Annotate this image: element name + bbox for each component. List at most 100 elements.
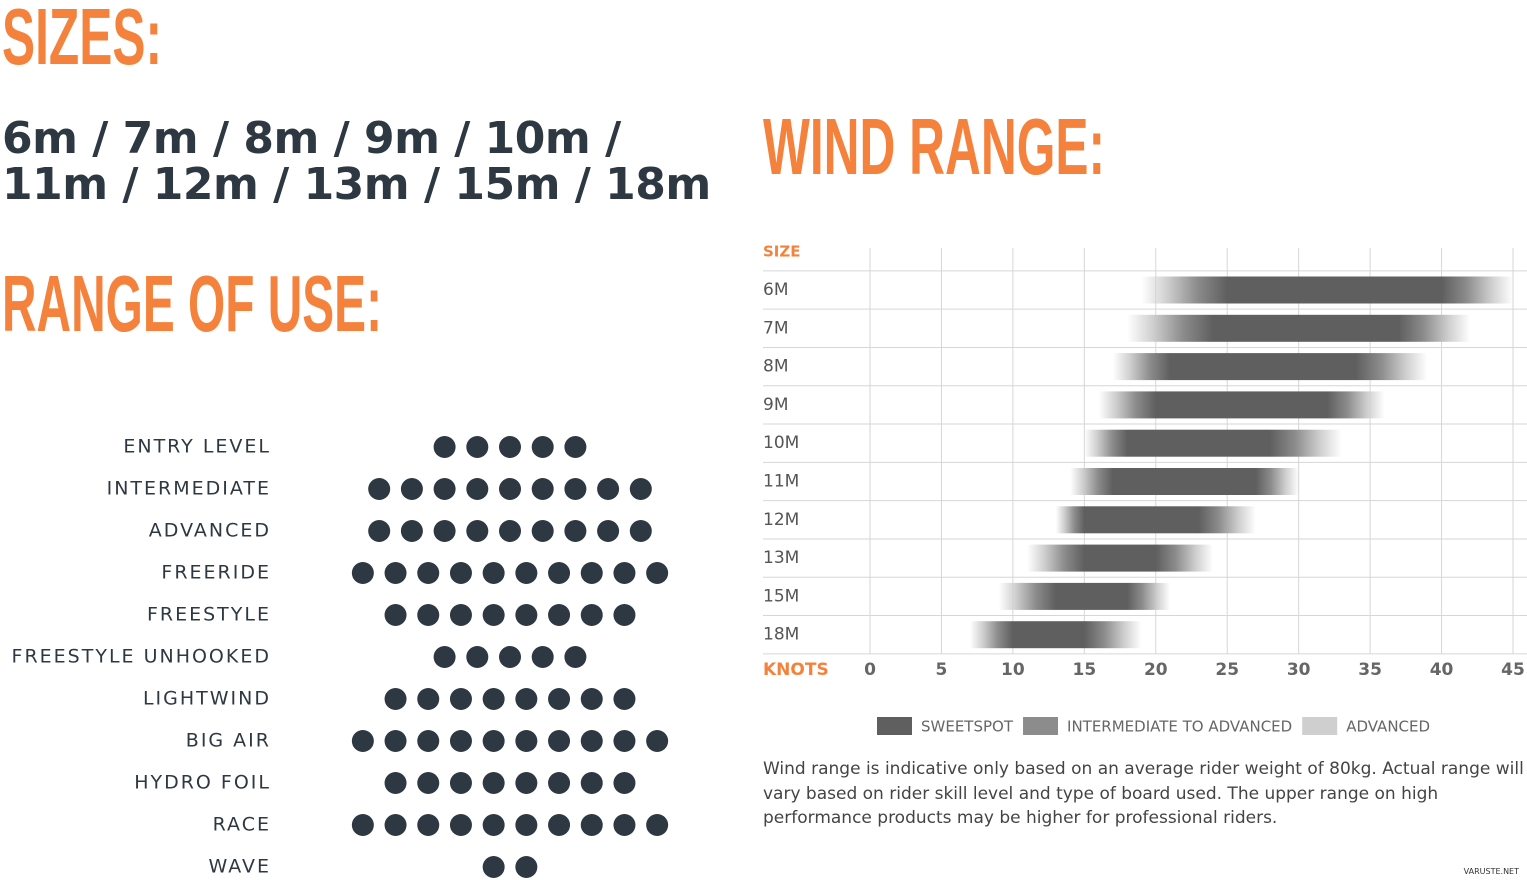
legend-swatch: [1023, 717, 1059, 735]
dot: [466, 646, 489, 668]
dot: [368, 520, 391, 542]
dot: [515, 814, 538, 836]
dot: [449, 772, 472, 794]
dot: [482, 730, 505, 752]
x-tick-label: 20: [1144, 660, 1168, 680]
dot-row: [368, 520, 652, 542]
y-tick-label: 13M: [763, 548, 799, 568]
range-heading: RANGE OF USE:: [2, 259, 382, 348]
dot: [580, 688, 603, 710]
y-tick-label: 7M: [763, 318, 788, 338]
range-bar: [1084, 429, 1342, 457]
dot: [449, 688, 472, 710]
dot: [449, 562, 472, 584]
dot: [548, 730, 571, 752]
dot: [531, 478, 554, 500]
dot: [384, 604, 407, 626]
dot: [351, 730, 374, 752]
y-tick-label: 12M: [763, 510, 799, 530]
use-label: INTERMEDIATE: [107, 478, 271, 500]
dot: [548, 772, 571, 794]
y-axis-label: SIZE: [763, 243, 801, 261]
use-label: FREESTYLE: [147, 604, 271, 626]
dot: [482, 814, 505, 836]
dot: [613, 814, 636, 836]
dot: [548, 604, 571, 626]
x-tick-label: 25: [1215, 660, 1239, 680]
dot: [580, 730, 603, 752]
wind-heading: WIND RANGE:: [763, 102, 1105, 191]
legend-label: ADVANCED: [1346, 718, 1430, 736]
dot: [384, 562, 407, 584]
x-tick-label: 40: [1430, 660, 1454, 680]
sweetspot-bar: [1227, 277, 1441, 304]
dot: [384, 688, 407, 710]
dot: [384, 730, 407, 752]
dot: [531, 436, 554, 458]
range-bar: [1112, 353, 1428, 381]
dot: [482, 562, 505, 584]
sweetspot-bar: [1170, 353, 1356, 380]
dot: [400, 520, 423, 542]
dot: [564, 478, 587, 500]
range-bar: [1141, 276, 1513, 304]
dot: [564, 646, 587, 668]
legend-label: SWEETSPOT: [921, 718, 1014, 736]
x-tick-label: 10: [1001, 660, 1025, 680]
dot: [613, 730, 636, 752]
dot: [384, 772, 407, 794]
legend-label: INTERMEDIATE TO ADVANCED: [1067, 718, 1292, 736]
range-bar: [1098, 391, 1385, 419]
dot: [613, 688, 636, 710]
dot: [449, 604, 472, 626]
x-axis-label: KNOTS: [763, 660, 829, 680]
dot: [531, 646, 554, 668]
dot: [515, 688, 538, 710]
use-label: ENTRY LEVEL: [123, 436, 271, 458]
dot: [449, 730, 472, 752]
dot: [417, 688, 440, 710]
dot: [646, 562, 669, 584]
range-bar: [1055, 506, 1256, 534]
dot-row: [384, 604, 636, 626]
dot: [515, 772, 538, 794]
y-tick-label: 11M: [763, 472, 799, 492]
dot: [417, 604, 440, 626]
dot: [613, 562, 636, 584]
sweetspot-bar: [1156, 391, 1327, 418]
dot: [417, 814, 440, 836]
dot: [482, 604, 505, 626]
dot: [482, 856, 505, 878]
dot: [466, 436, 489, 458]
dot: [433, 646, 456, 668]
sweetspot-bar: [1213, 315, 1399, 342]
y-tick-label: 18M: [763, 625, 799, 645]
dot-row: [368, 478, 652, 500]
dot: [597, 478, 620, 500]
use-label: RACE: [213, 814, 271, 836]
dot: [580, 772, 603, 794]
dot: [499, 436, 521, 458]
dot: [417, 562, 440, 584]
dot: [580, 604, 603, 626]
use-label: HYDRO FOIL: [134, 772, 271, 794]
x-tick-label: 45: [1501, 660, 1525, 680]
y-tick-label: 6M: [763, 280, 788, 300]
x-tick-label: 30: [1287, 660, 1311, 680]
dot: [417, 730, 440, 752]
dot: [384, 814, 407, 836]
x-tick-label: 0: [864, 660, 876, 680]
dot: [515, 856, 538, 878]
dot-row: [351, 730, 669, 752]
dot: [499, 520, 521, 542]
use-label: FREESTYLE UNHOOKED: [12, 646, 271, 668]
dot: [499, 646, 521, 668]
dot: [531, 520, 554, 542]
dot: [646, 730, 669, 752]
use-label: FREERIDE: [161, 562, 271, 584]
dot-row: [384, 688, 636, 710]
y-tick-label: 10M: [763, 433, 799, 453]
dot: [613, 604, 636, 626]
range-bar: [1070, 468, 1299, 495]
